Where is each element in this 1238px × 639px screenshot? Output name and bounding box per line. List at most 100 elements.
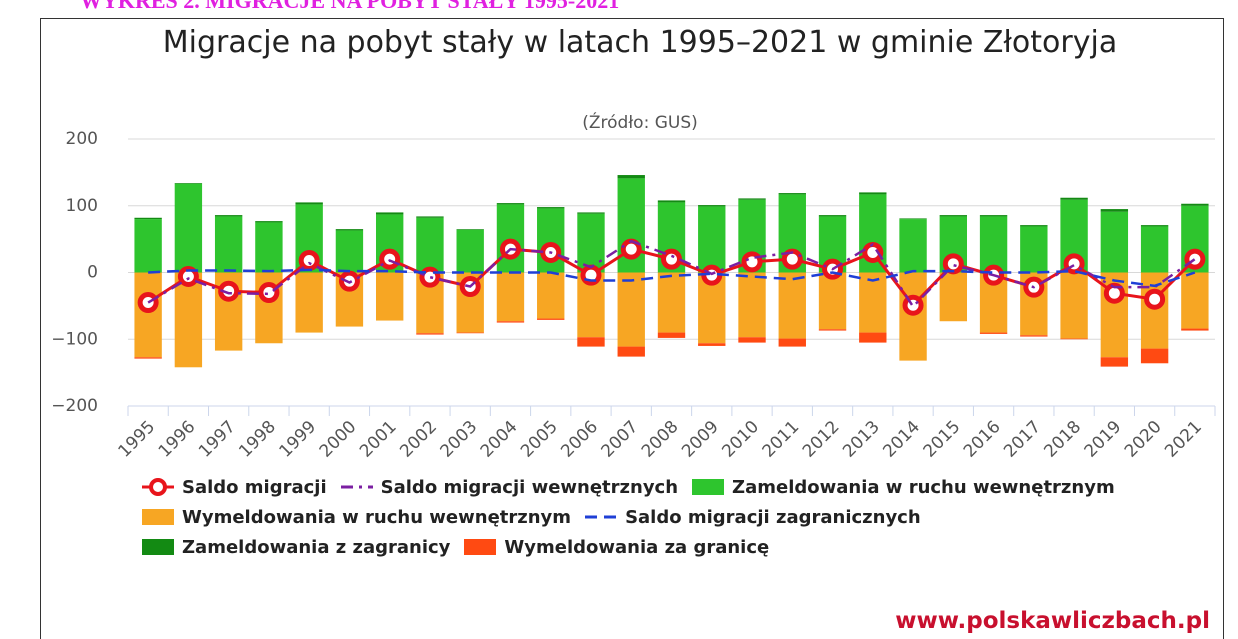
legend-label: Saldo migracji zagranicznych: [625, 506, 921, 528]
bar: [335, 229, 364, 231]
x-tick-label: 2020: [1121, 417, 1166, 462]
x-tick-label: 2007: [598, 417, 643, 462]
x-tick-label: 1995: [114, 417, 159, 462]
legend: Saldo migracji Saldo migracji wewnętrznyc…: [140, 474, 1200, 560]
legend-symbol: [692, 479, 725, 495]
header: WYKRES 2. MIGRACJE NA POBYT STAŁY 1995-2…: [80, 0, 620, 13]
legend-item[interactable]: Saldo migracji wewnętrznych: [339, 474, 678, 500]
bar: [1181, 203, 1209, 206]
legend-item[interactable]: Saldo migracji zagranicznych: [583, 504, 921, 530]
x-tick-label: 2014: [879, 417, 924, 462]
x-tick-label: 2016: [960, 417, 1005, 462]
bar: [939, 272, 968, 322]
x-tick-label: 1997: [195, 417, 240, 462]
bar: [416, 217, 444, 273]
bar: [174, 183, 203, 184]
legend-label: Zameldowania z zagranicy: [182, 536, 451, 558]
y-tick-label: −100: [51, 329, 98, 349]
bar: [657, 332, 686, 338]
bar: [496, 272, 525, 322]
bar: [1020, 226, 1048, 273]
legend-item[interactable]: Zameldowania z zagranicy: [140, 534, 450, 560]
y-tick-label: 200: [66, 129, 98, 149]
bar: [1100, 209, 1129, 212]
point: [1144, 288, 1166, 310]
point: [258, 282, 280, 304]
bar: [1060, 197, 1088, 200]
point: [1103, 282, 1125, 304]
bar: [617, 346, 645, 357]
point: [298, 249, 320, 271]
bar: [1140, 348, 1169, 364]
x-tick-label: 2013: [839, 417, 884, 462]
x-tick-label: 2012: [799, 417, 844, 462]
x-tick-label: 2008: [638, 417, 683, 462]
chart-frame: [40, 18, 1224, 639]
bar: [1140, 272, 1169, 349]
bar: [1100, 211, 1129, 273]
x-tick-label: 2002: [396, 417, 441, 462]
legend-symbol: [585, 515, 618, 519]
bar: [537, 272, 565, 319]
bar: [134, 217, 162, 220]
bar: [496, 203, 525, 205]
bar: [1140, 226, 1169, 273]
legend-item[interactable]: Wymeldowania w ruchu wewnętrznym: [140, 504, 571, 530]
x-tick-label: 1999: [276, 417, 321, 462]
bar: [818, 272, 847, 330]
bar: [214, 215, 243, 217]
bar: [899, 272, 927, 361]
y-tick-label: 0: [87, 263, 98, 283]
legend-symbol: [142, 478, 174, 496]
bar: [617, 175, 645, 179]
bar: [1020, 225, 1048, 227]
bar: [134, 272, 162, 358]
x-tick-label: 2015: [920, 417, 965, 462]
bar: [416, 333, 444, 335]
point: [781, 248, 803, 270]
bar: [738, 272, 766, 338]
bar: [214, 216, 243, 273]
x-tick-label: 1996: [155, 417, 200, 462]
legend-item[interactable]: Wymeldowania za granicę: [462, 534, 769, 560]
bar: [416, 216, 444, 218]
bar: [134, 219, 162, 273]
legend-label: Zameldowania w ruchu wewnętrznym: [732, 476, 1115, 498]
bar: [939, 215, 968, 217]
bar: [899, 219, 927, 273]
legend-swatch: [464, 539, 497, 555]
bar: [698, 206, 726, 273]
bar: [174, 183, 203, 273]
legend-symbol: [142, 509, 174, 525]
bar: [698, 205, 726, 207]
legend-swatch: [142, 509, 174, 525]
legend-item[interactable]: Zameldowania w ruchu wewnętrznym: [690, 474, 1115, 500]
bar: [456, 332, 484, 334]
x-tick-label: 2003: [437, 417, 482, 462]
bar: [537, 318, 565, 320]
bar: [496, 204, 525, 273]
chart-subtitle: (Źródło: GUS): [582, 113, 698, 133]
bar: [1140, 225, 1169, 227]
bar: [577, 212, 605, 214]
x-tick-label: 2000: [316, 417, 361, 462]
bar: [778, 272, 806, 339]
legend-label: Saldo migracji wewnętrznych: [380, 476, 679, 498]
legend-item[interactable]: Saldo migracji: [140, 474, 327, 500]
bar: [255, 221, 283, 223]
bar: [979, 332, 1008, 334]
y-tick-label: 100: [66, 196, 98, 216]
x-tick-label: 2011: [759, 417, 804, 462]
x-tick-label: 2004: [477, 417, 522, 462]
x-tick-label: 2001: [356, 417, 401, 462]
bar: [657, 200, 686, 203]
bar: [818, 215, 847, 217]
bar: [255, 222, 283, 273]
chart-title: Migracje na pobyt stały w latach 1995–20…: [162, 25, 1118, 60]
bar: [456, 229, 484, 273]
x-tick-label: 2009: [678, 417, 723, 462]
legend-symbol: [340, 485, 373, 489]
bar: [1060, 338, 1088, 340]
y-tick-label: −200: [51, 396, 98, 416]
bar: [1020, 335, 1048, 337]
